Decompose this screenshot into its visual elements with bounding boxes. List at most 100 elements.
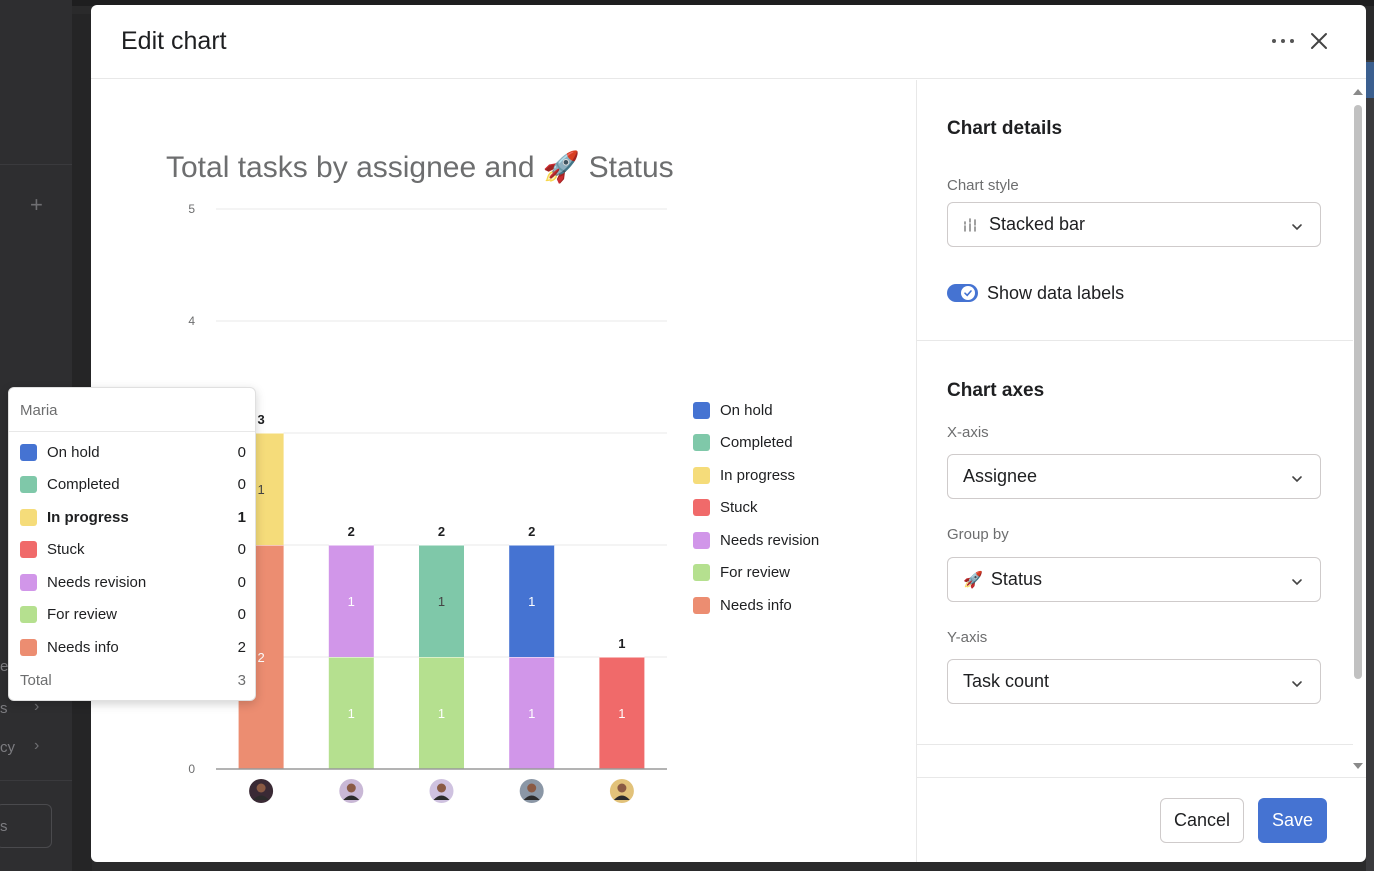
bar-segment[interactable] [328, 657, 374, 769]
tooltip-row-value: 0 [237, 606, 246, 624]
tooltip-rows: On hold 0 Completed 0 In progress 1 Stuck 0 Need… [20, 436, 246, 664]
legend-item[interactable]: On hold [693, 394, 819, 427]
background-right-accent [1366, 62, 1374, 98]
tooltip-row-value: 0 [237, 541, 246, 559]
tooltip-swatch [20, 443, 37, 461]
legend-swatch [693, 531, 710, 549]
background-text-fragment: s [0, 700, 8, 717]
y-tick-label: 0 [188, 762, 195, 776]
bar-tooltip: Maria On hold 0 Completed 0 In progress 1 Stuc… [8, 387, 256, 701]
legend-swatch [693, 499, 710, 517]
chart-preview: Total tasks by assignee and 🚀 Status 0 4 5… [91, 80, 916, 862]
bar-total-label: 2 [528, 524, 535, 539]
legend-swatch [693, 434, 710, 452]
tooltip-row: Needs info 2 [20, 631, 246, 664]
legend-swatch [693, 564, 710, 582]
tooltip-row-value: 0 [237, 443, 246, 461]
tooltip-total-label: Total [20, 672, 52, 689]
y-axis-select[interactable]: Task count [947, 659, 1321, 704]
legend-item[interactable]: Needs info [693, 589, 819, 622]
chart-style-select[interactable]: Stacked bar [947, 202, 1321, 247]
legend-item[interactable]: Stuck [693, 492, 819, 525]
tooltip-row-label: On hold [47, 443, 100, 461]
background-divider [0, 164, 72, 165]
assignee-avatar[interactable] [339, 779, 364, 803]
close-icon[interactable] [1305, 27, 1333, 55]
settings-scrollbar[interactable] [1351, 85, 1366, 775]
background-text-fragment: cy [0, 739, 15, 756]
assignee-avatar[interactable] [429, 779, 454, 803]
legend-item[interactable]: Needs revision [693, 524, 819, 557]
tooltip-row-label: Stuck [47, 541, 85, 559]
legend-swatch [693, 466, 710, 484]
chart-axes-title: Chart axes [947, 380, 1045, 401]
tooltip-total-value: 3 [237, 672, 246, 689]
toggle-check-icon [961, 286, 975, 300]
show-data-labels-toggle[interactable] [947, 284, 978, 302]
legend-label: Needs info [720, 596, 792, 614]
bar-segment[interactable] [328, 545, 374, 657]
tooltip-row: For review 0 [20, 599, 246, 632]
bar-total-label: 2 [348, 524, 355, 539]
data-label: 1 [438, 706, 445, 721]
tooltip-swatch [20, 541, 37, 559]
legend-item[interactable]: Completed [693, 427, 819, 460]
data-label: 1 [528, 706, 535, 721]
y-tick-label: 4 [188, 314, 195, 328]
more-options-icon[interactable] [1269, 27, 1297, 55]
scrollbar-thumb[interactable] [1354, 105, 1362, 679]
chart-style-value: Stacked bar [989, 214, 1086, 234]
show-data-labels-label: Show data labels [987, 283, 1125, 303]
bar-total-label: 1 [618, 636, 625, 651]
rocket-icon: 🚀 [542, 151, 581, 184]
cancel-button[interactable]: Cancel [1160, 798, 1244, 843]
data-label: 1 [348, 706, 355, 721]
scroll-up-icon[interactable] [1353, 89, 1363, 95]
avatar-face [617, 783, 627, 793]
x-axis-value: Assignee [963, 466, 1038, 486]
bar-segment[interactable] [509, 545, 555, 657]
bar-segment[interactable] [419, 545, 464, 657]
tooltip-swatch [20, 508, 37, 526]
tooltip-swatch [20, 606, 37, 624]
assignee-avatar[interactable] [609, 779, 634, 803]
scroll-down-icon[interactable] [1353, 763, 1363, 769]
tooltip-total: Total 3 [20, 672, 246, 689]
tooltip-row-value: 0 [237, 476, 246, 494]
group-by-label: Group by [947, 526, 1009, 543]
legend-item[interactable]: In progress [693, 459, 819, 492]
group-by-value: Status [990, 569, 1042, 589]
save-button[interactable]: Save [1258, 798, 1327, 843]
bar-segment[interactable] [599, 657, 645, 769]
legend-item[interactable]: For review [693, 557, 819, 590]
chevron-down-icon [1290, 675, 1304, 696]
group-by-select[interactable]: 🚀 Status [947, 557, 1321, 602]
x-axis-select[interactable]: Assignee [947, 454, 1321, 499]
data-label: 1 [257, 482, 264, 497]
legend-label: Completed [720, 434, 793, 452]
data-label: 1 [438, 594, 445, 609]
assignee-avatar[interactable] [519, 779, 544, 803]
y-axis-label: Y-axis [947, 629, 988, 646]
tooltip-row-value: 0 [237, 573, 246, 591]
avatar-face [256, 783, 266, 793]
tooltip-row-value: 1 [237, 508, 246, 526]
bar-segment[interactable] [419, 657, 464, 769]
bar-total-label: 3 [257, 412, 264, 427]
tooltip-divider [9, 431, 255, 432]
background-chevron-icon: › [34, 698, 40, 715]
assignee-avatar[interactable] [249, 779, 274, 803]
tooltip-swatch [20, 476, 37, 494]
background-top-strip [0, 0, 1374, 6]
background-input [0, 804, 52, 848]
bar-total-label: 2 [438, 524, 445, 539]
bar-segment[interactable] [509, 657, 555, 769]
chart-legend: On hold Completed In progress Stuck Needs re… [693, 394, 819, 622]
background-divider [0, 780, 72, 781]
chart-title-text: Total tasks by assignee and [166, 151, 535, 184]
legend-label: On hold [720, 401, 773, 419]
chart-title: Total tasks by assignee and 🚀 Status [166, 150, 674, 185]
legend-label: Needs revision [720, 531, 820, 549]
background-add-icon: + [30, 192, 43, 217]
